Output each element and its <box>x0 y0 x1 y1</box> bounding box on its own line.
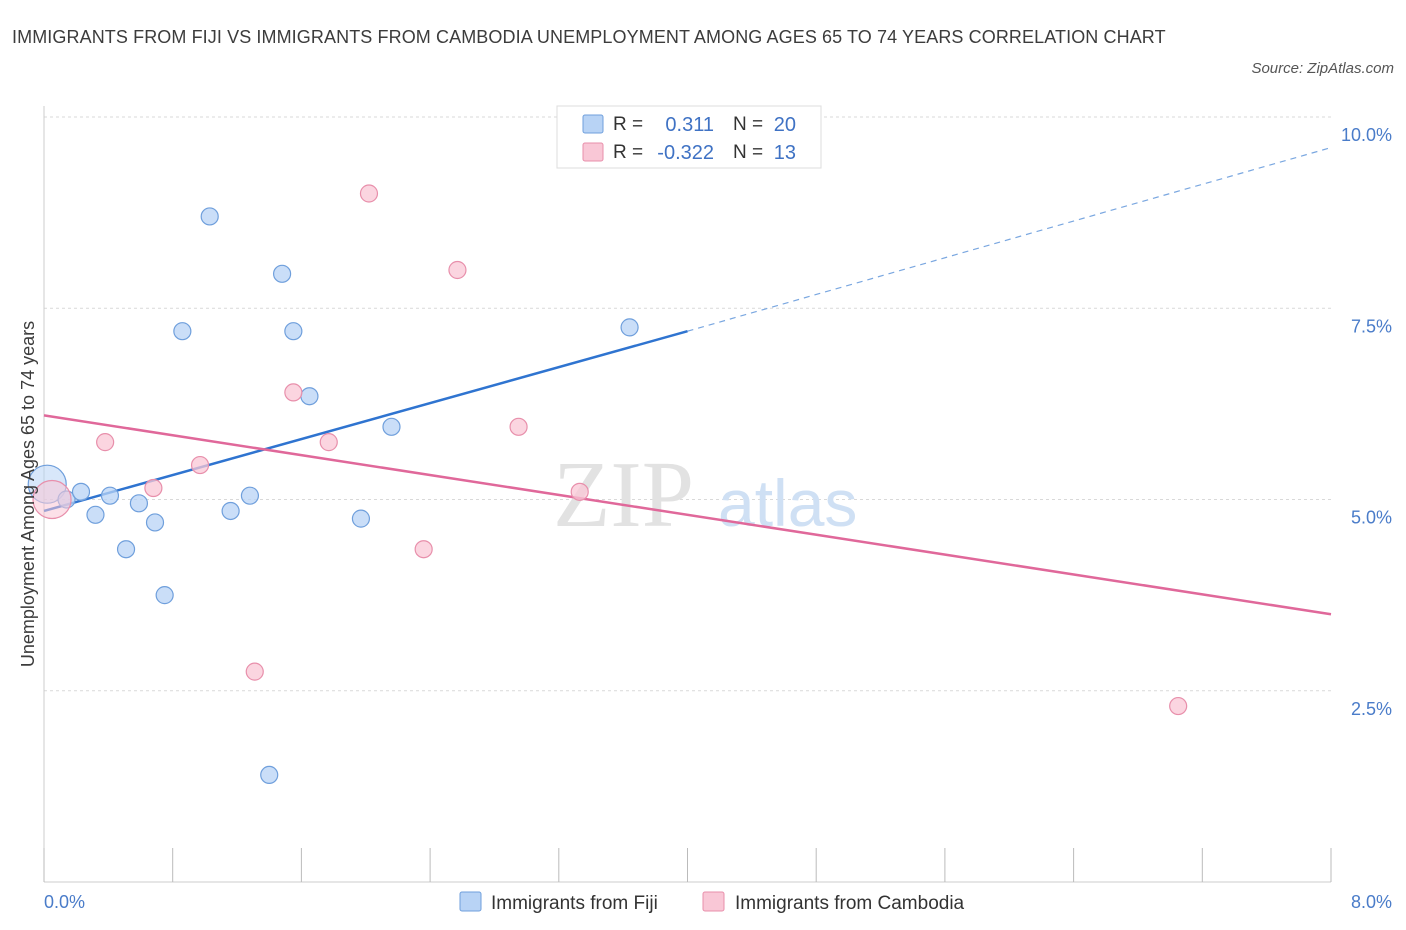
point-fiji <box>100 486 120 505</box>
point-fiji <box>300 387 319 406</box>
legend-swatch-fiji <box>582 114 604 134</box>
point-fiji <box>382 417 401 436</box>
correlation-legend: R = 0.311 N = 20 R = -0.322 N = 13 <box>556 105 822 169</box>
point-cambodia <box>570 482 589 501</box>
point-fiji <box>145 513 165 532</box>
series-legend: Immigrants from Fiji Immigrants from Cam… <box>459 891 965 914</box>
y-tick-label: 7.5% <box>1351 316 1392 336</box>
legend-n-value-fiji: 20 <box>774 114 796 136</box>
point-fiji <box>155 586 174 605</box>
point-fiji <box>260 765 279 785</box>
legend-r-label-cambodia: R = <box>613 142 643 163</box>
legend-n-label-cambodia: N = <box>733 142 763 163</box>
x-tick-label-min: 0.0% <box>44 892 85 912</box>
grid-lines <box>44 116 1331 692</box>
bottom-legend-swatch-cambodia <box>702 891 725 912</box>
y-axis-title: Unemployment Among Ages 65 to 74 years <box>18 321 38 667</box>
trend-line-cambodia <box>43 414 1332 616</box>
chart-title: IMMIGRANTS FROM FIJI VS IMMIGRANTS FROM … <box>12 27 1166 47</box>
point-fiji <box>272 264 292 283</box>
point-fiji <box>351 509 371 528</box>
source-label: Source: ZipAtlas.com <box>1251 60 1394 77</box>
bottom-legend-swatch-fiji <box>459 891 482 912</box>
legend-r-value-cambodia: -0.322 <box>657 142 714 164</box>
legend-n-value-cambodia: 13 <box>774 142 796 164</box>
legend-r-value-fiji: 0.311 <box>665 114 714 136</box>
point-fiji <box>86 505 105 524</box>
point-cambodia <box>144 478 163 498</box>
point-cambodia <box>414 540 433 559</box>
legend-r-label-fiji: R = <box>613 114 643 135</box>
point-fiji <box>129 494 149 513</box>
point-cambodia <box>96 433 115 452</box>
point-cambodia <box>245 662 264 681</box>
point-fiji <box>116 540 136 559</box>
point-cambodia <box>190 455 210 475</box>
point-cambodia <box>448 260 467 280</box>
point-fiji <box>240 486 260 505</box>
point-cambodia <box>284 383 303 402</box>
bottom-legend-label-cambodia: Immigrants from Cambodia <box>735 893 965 914</box>
point-fiji <box>284 322 303 341</box>
point-fiji <box>200 207 219 226</box>
point-fiji <box>221 501 240 521</box>
point-cambodia <box>359 184 379 203</box>
point-fiji <box>173 322 192 341</box>
bottom-legend-label-fiji: Immigrants from Fiji <box>491 893 658 914</box>
y-tick-label: 10.0% <box>1341 125 1392 145</box>
point-fiji <box>620 318 639 337</box>
y-tick-label: 5.0% <box>1351 508 1392 528</box>
point-cambodia <box>509 417 528 436</box>
point-cambodia <box>1169 696 1188 716</box>
x-tick-label-max: 8.0% <box>1351 892 1392 912</box>
point-cambodia <box>319 433 338 452</box>
legend-swatch-cambodia <box>582 142 604 162</box>
legend-n-label-fiji: N = <box>733 114 763 135</box>
data-points <box>27 184 1188 785</box>
trend-line-fiji-extension <box>687 147 1332 332</box>
watermark-atlas: atlas <box>718 466 857 540</box>
y-tick-label: 2.5% <box>1351 699 1392 719</box>
point-cambodia <box>32 479 72 520</box>
point-fiji <box>71 482 91 501</box>
